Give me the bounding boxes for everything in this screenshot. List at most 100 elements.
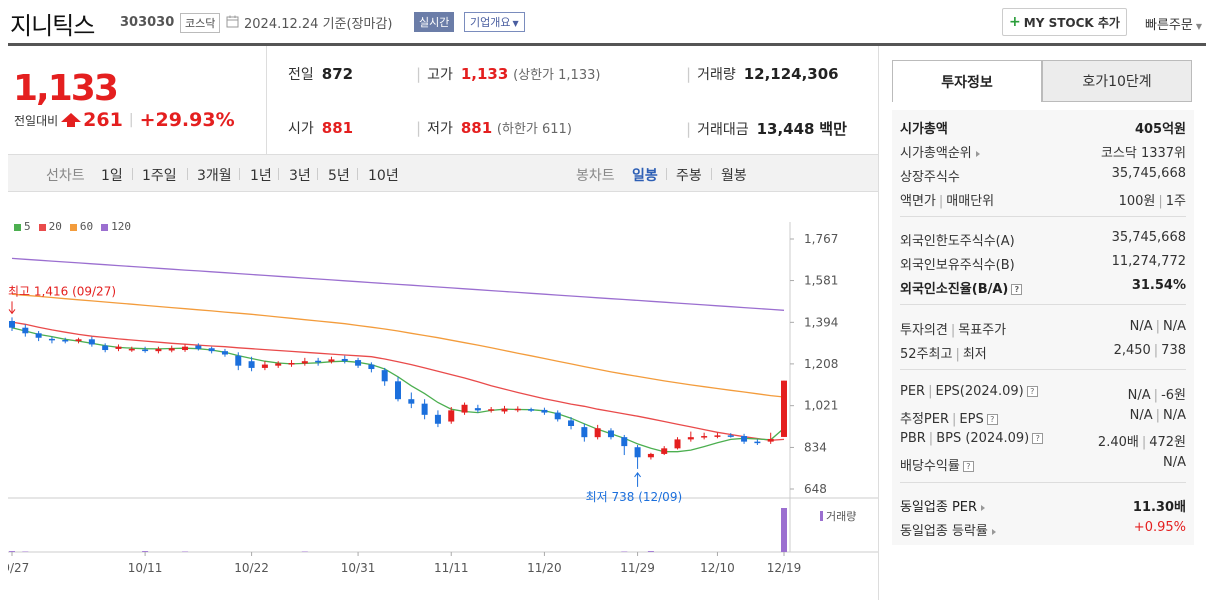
info-row-mcap: 시가총액 405억원 bbox=[900, 118, 1186, 137]
info-label: 동일업종 PER bbox=[900, 500, 978, 515]
candle-body bbox=[275, 363, 282, 366]
info-label: PER bbox=[900, 384, 926, 399]
candle-body bbox=[88, 339, 95, 345]
period-1y[interactable]: 1년 bbox=[250, 168, 272, 184]
stat-sub: (상한가 1,133) bbox=[513, 68, 601, 83]
help-icon[interactable]: ? bbox=[962, 461, 974, 472]
candle-body bbox=[607, 430, 614, 438]
stat-value: 872 bbox=[321, 65, 354, 83]
info-label: 외국인소진율(B/A) bbox=[900, 282, 1009, 297]
period-1d[interactable]: 1일 bbox=[101, 168, 123, 184]
stats-panel: 전일 872 | 고가 1,133 (상한가 1,133) | 거래량 12,124,30… bbox=[266, 46, 878, 154]
period-3y[interactable]: 3년 bbox=[289, 168, 311, 184]
info-value: 35,745,668 bbox=[1111, 230, 1186, 245]
base-date: 2024.12.24 기준(장마감) bbox=[244, 17, 393, 32]
candle-body bbox=[355, 360, 362, 366]
candle-body bbox=[395, 381, 401, 400]
candle-body bbox=[142, 349, 149, 352]
candle-body bbox=[408, 399, 415, 404]
y-tick-label: 1,021 bbox=[804, 399, 838, 413]
chevron-down-icon: ▼ bbox=[1195, 22, 1202, 31]
stat-open: 시가 881 bbox=[288, 118, 353, 138]
info-row-dividend: 배당수익률? N/A bbox=[900, 455, 1186, 474]
legend-ma20: 20 bbox=[38, 220, 62, 233]
period-3m[interactable]: 3개월 bbox=[197, 168, 232, 184]
y-tick-label: 1,767 bbox=[804, 232, 838, 246]
info-label: 매매단위 bbox=[946, 194, 995, 209]
info-value: N/A bbox=[1163, 408, 1186, 423]
candle-body bbox=[448, 410, 455, 422]
info-label: 동일업종 등락률 bbox=[900, 524, 988, 539]
help-icon[interactable]: ? bbox=[1026, 386, 1038, 397]
stat-value: 881 bbox=[460, 119, 493, 137]
y-tick-label: 1,581 bbox=[804, 274, 838, 288]
info-label: BPS (2024.09) bbox=[936, 431, 1030, 446]
volume-bar bbox=[781, 508, 787, 552]
help-icon[interactable]: ? bbox=[986, 414, 998, 425]
info-row-industry-rate[interactable]: 동일업종 등락률 +0.95% bbox=[900, 520, 1186, 539]
candle-body bbox=[261, 364, 268, 368]
candle-body bbox=[128, 348, 135, 351]
help-icon[interactable]: ? bbox=[1011, 284, 1023, 295]
info-row-industry-per[interactable]: 동일업종 PER 11.30배 bbox=[900, 496, 1186, 515]
stat-label: 저가 bbox=[427, 121, 453, 137]
help-icon[interactable]: ? bbox=[1032, 433, 1044, 444]
stat-label: 전일 bbox=[288, 67, 314, 83]
ma20-line bbox=[11, 321, 785, 441]
candle-body bbox=[235, 355, 242, 366]
min-price-annotation: 최저 738 (12/09) bbox=[586, 490, 683, 504]
candle-body bbox=[168, 348, 175, 351]
up-arrow-icon bbox=[61, 112, 82, 127]
company-overview-button[interactable]: 기업개요 ▼ bbox=[464, 12, 525, 32]
chart-canvas[interactable]: 1,767 1,581 1,394 1,208 1,021 834 648 최고 1,416 … bbox=[8, 192, 878, 600]
tab-invest-info[interactable]: 투자정보 bbox=[892, 60, 1042, 102]
candle-monthly[interactable]: 월봉 bbox=[721, 168, 747, 184]
legend-label: 5 bbox=[24, 220, 31, 233]
candle-body bbox=[102, 345, 109, 351]
period-1w[interactable]: 1주일 bbox=[142, 168, 177, 184]
y-tick-label: 1,394 bbox=[804, 315, 838, 329]
ma120-line bbox=[11, 257, 785, 311]
candle-body bbox=[568, 420, 575, 426]
info-row-est-per: 추정PER | EPS? N/A | N/A bbox=[900, 408, 1186, 427]
candle-body bbox=[221, 351, 228, 355]
info-value: 11,274,772 bbox=[1111, 254, 1186, 269]
candle-body bbox=[315, 360, 322, 363]
my-stock-add-button[interactable]: + MY STOCK 추가 bbox=[1002, 8, 1127, 36]
x-tick-label: 11/20 bbox=[527, 561, 562, 575]
period-5y[interactable]: 5년 bbox=[328, 168, 350, 184]
caret-right-icon bbox=[975, 150, 980, 157]
candle-daily[interactable]: 일봉 bbox=[632, 168, 658, 184]
candle-body bbox=[634, 447, 641, 458]
realtime-button[interactable]: 실시간 bbox=[414, 12, 455, 32]
period-10y[interactable]: 10년 bbox=[368, 168, 399, 184]
candle-body bbox=[434, 414, 441, 424]
candle-body bbox=[554, 412, 561, 420]
info-row-rank[interactable]: 시가총액순위 코스닥 1337위 bbox=[900, 142, 1186, 161]
stat-high: | 고가 1,133 (상한가 1,133) bbox=[416, 64, 600, 84]
info-label: 배당수익률 bbox=[900, 459, 960, 474]
divider bbox=[900, 216, 1186, 217]
volume-legend-label: 거래량 bbox=[826, 510, 856, 523]
period-toolbar: 선차트 1일 1주일 3개월 1년 3년 5년 10년 봉차트 일봉 주봉 월봉 bbox=[8, 154, 878, 192]
divider: | bbox=[1155, 319, 1160, 334]
candle-body bbox=[461, 404, 468, 413]
tab-orderbook[interactable]: 호가10단계 bbox=[1042, 60, 1192, 102]
info-label: 시가총액 bbox=[900, 122, 948, 137]
min-arrow-icon bbox=[634, 472, 641, 487]
stat-value: 13,448 bbox=[756, 120, 815, 138]
divider: | bbox=[686, 65, 692, 83]
candle-body bbox=[22, 327, 29, 334]
volume-bar bbox=[142, 551, 149, 552]
candle-weekly[interactable]: 주봉 bbox=[676, 168, 702, 184]
divider: | bbox=[1158, 194, 1163, 209]
stat-label: 고가 bbox=[427, 67, 453, 83]
candle-body bbox=[381, 370, 388, 382]
stat-amount: | 거래대금 13,448 백만 bbox=[686, 118, 847, 139]
x-tick-label: 10/22 bbox=[234, 561, 269, 575]
invest-panel: 투자정보 호가10단계 시가총액 405억원 시가총액순위 코스닥 1337위 상장… bbox=[892, 60, 1194, 545]
candle-body bbox=[182, 346, 189, 351]
quick-order-button[interactable]: 빠른주문 ▼ bbox=[1145, 14, 1202, 33]
stat-volume: | 거래량 12,124,306 bbox=[686, 64, 839, 84]
candle-body bbox=[9, 320, 15, 328]
